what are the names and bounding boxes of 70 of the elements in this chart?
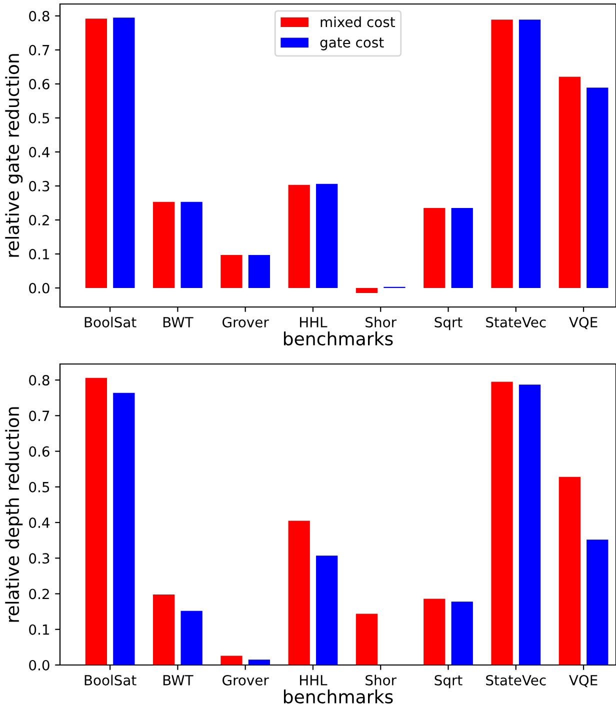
y-axis-title: relative depth reduction [5,407,23,622]
x-tick-label: Shor [366,316,397,328]
x-tick-label: BWT [163,317,194,328]
x-tick-label: BWT [163,675,194,686]
bar [220,254,242,288]
bar [288,520,310,665]
x-tick-label: VQE [569,674,598,688]
bar [180,202,202,288]
x-axis-title: benchmarks [284,332,393,346]
x-tick-label: BoolSat [84,674,136,686]
legend-label: gate cost [320,38,384,50]
bar [356,288,378,294]
bar [586,88,608,288]
bar [113,392,135,665]
y-tick-label: 0.2 [29,588,49,600]
bar [316,184,338,288]
y-tick-label: 0.6 [29,446,50,457]
y-tick-label: 0.3 [29,553,50,564]
bar [113,18,135,288]
bar [248,660,270,665]
y-tick-label: 0.1 [29,248,49,260]
x-tick-label: HHL [300,317,328,328]
y-tick-label: 0.5 [29,482,50,492]
y-tick-label: 0.2 [29,214,49,226]
y-tick-label: 0.0 [29,282,50,294]
y-tick-label: 0.7 [29,44,50,56]
y-tick-label: 0.0 [29,660,50,670]
bar [153,202,175,288]
y-tick-label: 0.7 [29,410,50,422]
x-tick-label: Grover [222,674,269,686]
bar [451,602,473,665]
bar [356,614,378,665]
x-tick-label: HHL [300,675,328,686]
y-tick-label: 0.4 [29,146,50,158]
bar [558,476,580,665]
bar [491,20,513,288]
x-axis-title: benchmarks [284,690,393,704]
y-tick-label: 0.3 [29,180,50,192]
bar [288,184,310,288]
y-tick-label: 0.6 [29,78,50,90]
x-tick-label: BoolSat [84,316,136,328]
bar [424,208,446,288]
y-tick-label: 0.5 [29,112,50,124]
x-tick-label: Grover [222,316,269,328]
x-tick-label: VQE [569,316,598,330]
x-tick-label: Sqrt [434,316,462,330]
bar [85,378,108,665]
bar [85,18,108,288]
bar [558,76,580,288]
x-tick-label: Sqrt [434,674,462,688]
x-tick-label: Shor [366,674,397,686]
bar [220,656,242,665]
bar [491,382,513,665]
bar [586,540,608,665]
bar [153,594,175,665]
bar [424,598,446,665]
y-tick-label: 0.8 [29,375,50,386]
y-tick-label: 0.1 [29,624,49,635]
y-axis-title: relative gate reduction [5,54,23,257]
bar [248,254,270,288]
x-tick-label: StateVec [486,674,546,686]
y-tick-label: 0.8 [29,10,50,22]
bar [316,556,338,665]
x-tick-label: StateVec [486,316,546,328]
bar [518,20,541,288]
bar [180,610,202,665]
y-tick-label: 0.4 [29,517,50,528]
bar [451,208,473,288]
legend-label: mixed cost [320,16,395,28]
bar [518,384,541,665]
